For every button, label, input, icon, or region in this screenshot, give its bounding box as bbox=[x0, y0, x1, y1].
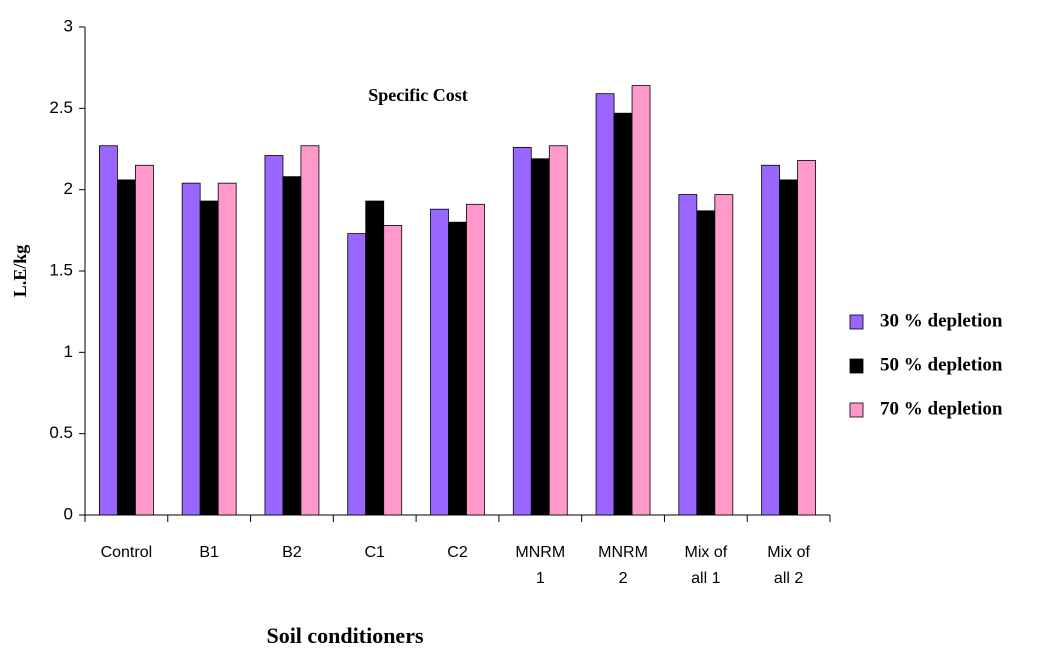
bar bbox=[383, 225, 403, 516]
bar bbox=[466, 203, 485, 516]
x-tick-label: Mix of all 2 bbox=[767, 544, 810, 587]
bar bbox=[134, 164, 154, 516]
bar bbox=[448, 221, 467, 516]
legend-swatch bbox=[849, 314, 864, 330]
bar bbox=[512, 146, 532, 516]
bar bbox=[696, 210, 716, 516]
bar bbox=[264, 155, 284, 516]
bar bbox=[300, 145, 320, 516]
bar bbox=[98, 145, 118, 516]
x-tick-label: C1 bbox=[364, 544, 385, 561]
x-tick-label: B2 bbox=[282, 544, 302, 561]
bar bbox=[631, 85, 651, 516]
y-tick-label: 3 bbox=[64, 16, 73, 35]
y-tick-label: 1.5 bbox=[49, 260, 73, 279]
bar bbox=[779, 179, 799, 516]
bar bbox=[199, 200, 219, 516]
chart-title: Specific Cost bbox=[368, 85, 467, 105]
x-tick-label: Control bbox=[100, 544, 153, 561]
x-tick-label: B1 bbox=[199, 544, 219, 561]
bar bbox=[181, 182, 201, 516]
legend-swatch bbox=[849, 358, 864, 374]
bar bbox=[282, 176, 302, 516]
bar bbox=[365, 200, 385, 516]
legend-label: 30 % depletion bbox=[880, 310, 1003, 331]
y-tick-label: 2.5 bbox=[49, 98, 73, 117]
bar bbox=[595, 93, 615, 516]
x-tick-label: MNRM 2 bbox=[598, 544, 648, 587]
legend-label: 70 % depletion bbox=[880, 398, 1003, 419]
bar bbox=[797, 159, 817, 516]
bar bbox=[714, 194, 734, 516]
x-tick-label: Mix of all 1 bbox=[684, 544, 728, 587]
bar bbox=[548, 145, 568, 516]
legend-label: 50 % depletion bbox=[880, 354, 1003, 375]
bar bbox=[347, 233, 367, 516]
y-tick-label: 2 bbox=[64, 179, 73, 198]
x-axis-label: Soil conditioners bbox=[266, 623, 424, 648]
y-tick-label: 0 bbox=[64, 504, 73, 523]
bar bbox=[530, 158, 550, 516]
bar bbox=[116, 179, 136, 516]
x-tick-label: C2 bbox=[447, 544, 468, 561]
bar bbox=[678, 194, 698, 516]
y-tick-label: 0.5 bbox=[49, 423, 73, 442]
y-tick-label: 1 bbox=[64, 342, 73, 361]
x-tick-label: MNRM 1 bbox=[515, 544, 566, 587]
bar bbox=[613, 112, 633, 516]
bar bbox=[761, 164, 781, 516]
bar bbox=[430, 208, 449, 516]
bar bbox=[217, 182, 237, 516]
legend-swatch bbox=[849, 402, 864, 418]
y-axis-label: L.E/kg bbox=[10, 245, 30, 298]
